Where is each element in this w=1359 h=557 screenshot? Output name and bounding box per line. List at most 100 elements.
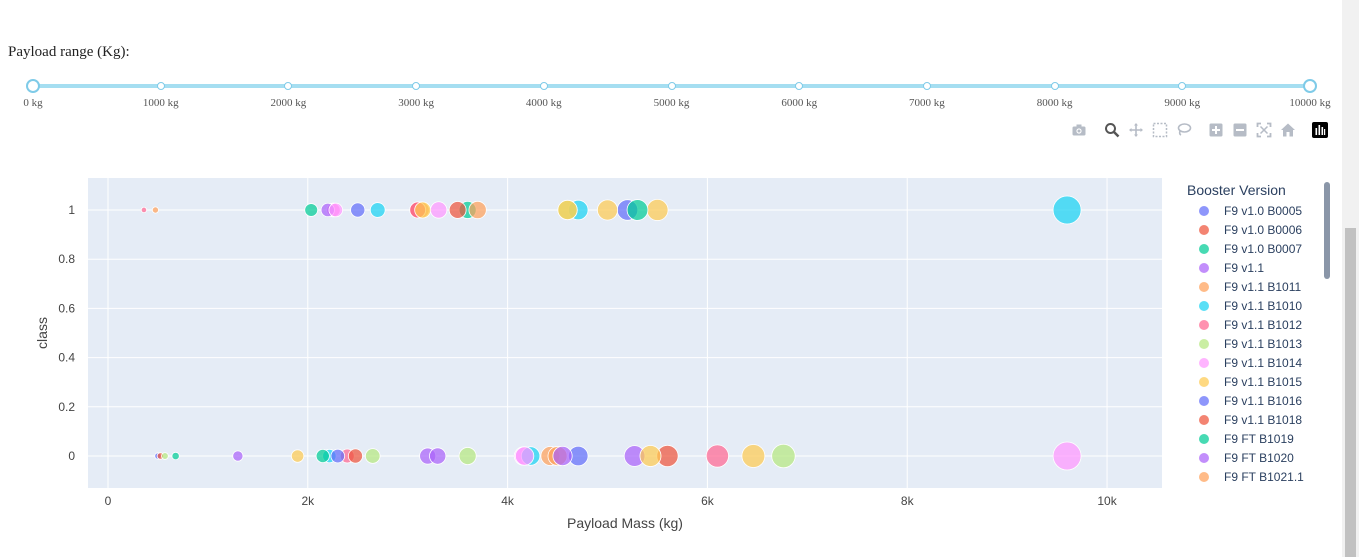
scatter-point[interactable] bbox=[315, 448, 330, 464]
scatter-point[interactable] bbox=[328, 202, 343, 218]
scatter-point[interactable] bbox=[232, 450, 244, 462]
scatter-point[interactable] bbox=[330, 448, 346, 464]
slider-mark-label: 6000 kg bbox=[781, 97, 818, 109]
scatter-point[interactable] bbox=[364, 448, 381, 464]
legend-label: F9 v1.0 B0007 bbox=[1224, 242, 1302, 256]
scatter-point[interactable] bbox=[350, 202, 366, 218]
legend-label: F9 v1.1 B1012 bbox=[1224, 318, 1302, 332]
scatter-point[interactable] bbox=[771, 443, 796, 469]
legend-item[interactable]: F9 FT B1020 bbox=[1199, 451, 1294, 465]
x-axis-title: Payload Mass (kg) bbox=[567, 515, 683, 531]
legend-item[interactable]: F9 v1.1 B1012 bbox=[1199, 318, 1302, 332]
scatter-point[interactable] bbox=[626, 199, 649, 221]
scatter-point[interactable] bbox=[161, 452, 169, 460]
scatter-point[interactable] bbox=[646, 198, 669, 221]
scatter-point[interactable] bbox=[468, 200, 487, 220]
zoom-icon[interactable] bbox=[1101, 119, 1123, 141]
scatter-point[interactable] bbox=[151, 206, 159, 214]
scatter-point[interactable] bbox=[741, 444, 766, 468]
legend-marker bbox=[1199, 225, 1209, 235]
scatter-point[interactable] bbox=[414, 201, 432, 219]
scatter-point[interactable] bbox=[304, 203, 319, 217]
autoscale-icon[interactable] bbox=[1253, 119, 1275, 141]
slider-step-dot[interactable] bbox=[284, 82, 293, 90]
legend-label: F9 FT B1021.1 bbox=[1224, 470, 1304, 484]
legend-label: F9 v1.1 B1014 bbox=[1224, 356, 1302, 370]
legend-label: F9 v1.0 B0006 bbox=[1224, 223, 1302, 237]
legend-item[interactable]: F9 v1.1 B1011 bbox=[1199, 280, 1301, 294]
scatter-point[interactable] bbox=[171, 451, 180, 461]
slider-step-dot[interactable] bbox=[539, 82, 548, 90]
scatter-point[interactable] bbox=[369, 202, 386, 218]
legend-scrollbar[interactable] bbox=[1324, 182, 1330, 279]
slider-mark-label: 0 kg bbox=[23, 97, 43, 109]
y-tick-label: 0 bbox=[68, 449, 75, 463]
slider-step-dot[interactable] bbox=[156, 82, 165, 90]
plot-area bbox=[88, 178, 1162, 488]
scatter-point[interactable] bbox=[458, 447, 477, 465]
slider-mark-label: 3000 kg bbox=[398, 97, 434, 109]
pan-icon[interactable] bbox=[1125, 119, 1147, 141]
slider-step-dot[interactable] bbox=[667, 82, 676, 90]
scatter-point[interactable] bbox=[597, 199, 619, 221]
legend-item[interactable]: F9 v1.0 B0007 bbox=[1199, 242, 1302, 256]
zoom-out-icon[interactable] bbox=[1229, 119, 1251, 141]
lasso-select-icon[interactable] bbox=[1173, 119, 1195, 141]
legend-label: F9 v1.1 B1016 bbox=[1224, 394, 1302, 408]
legend-marker bbox=[1199, 301, 1209, 311]
legend-label: F9 FT B1019 bbox=[1224, 432, 1294, 446]
legend-item[interactable]: F9 v1.1 B1018 bbox=[1199, 413, 1302, 427]
legend-marker bbox=[1199, 339, 1209, 349]
legend-title: Booster Version bbox=[1187, 182, 1286, 198]
scatter-point[interactable] bbox=[557, 199, 578, 221]
scatter-point[interactable] bbox=[448, 201, 467, 219]
scatter-point[interactable] bbox=[705, 444, 729, 468]
legend-item[interactable]: F9 v1.1 B1013 bbox=[1199, 337, 1302, 351]
x-tick-label: 2k bbox=[301, 494, 315, 508]
scatter-point[interactable] bbox=[140, 206, 148, 214]
camera-icon[interactable] bbox=[1068, 119, 1090, 141]
x-tick-label: 8k bbox=[901, 494, 915, 508]
box-select-icon[interactable] bbox=[1149, 119, 1171, 141]
reset-axes-icon[interactable] bbox=[1277, 119, 1299, 141]
legend-item[interactable]: F9 v1.1 B1010 bbox=[1199, 299, 1302, 313]
slider-step-dot[interactable] bbox=[1050, 82, 1059, 90]
legend-item[interactable]: F9 v1.0 B0005 bbox=[1199, 204, 1302, 218]
slider-step-dot[interactable] bbox=[1178, 82, 1187, 90]
slider-handle-min[interactable] bbox=[26, 79, 40, 93]
legend-label: F9 v1.1 bbox=[1224, 261, 1264, 275]
legend-item[interactable]: F9 v1.1 bbox=[1199, 261, 1264, 275]
legend-item[interactable]: F9 v1.0 B0006 bbox=[1199, 223, 1302, 237]
scatter-point[interactable] bbox=[290, 449, 305, 463]
slider-mark-label: 10000 kg bbox=[1289, 97, 1331, 109]
scatter-point[interactable] bbox=[514, 446, 535, 466]
y-tick-label: 0.6 bbox=[58, 301, 75, 315]
scatter-point[interactable] bbox=[552, 445, 573, 467]
scatter-point[interactable] bbox=[429, 447, 447, 465]
legend-item[interactable]: F9 v1.1 B1016 bbox=[1199, 394, 1302, 408]
legend-item[interactable]: F9 FT B1021.1 bbox=[1199, 470, 1304, 484]
payload-range-label: Payload range (Kg): bbox=[8, 44, 130, 60]
zoom-in-icon[interactable] bbox=[1205, 119, 1227, 141]
legend-marker bbox=[1199, 472, 1209, 482]
scatter-point[interactable] bbox=[639, 445, 662, 467]
x-tick-label: 6k bbox=[701, 494, 715, 508]
scatter-point[interactable] bbox=[347, 448, 363, 464]
slider-step-dot[interactable] bbox=[795, 82, 804, 90]
legend-marker bbox=[1199, 415, 1209, 425]
y-tick-label: 1 bbox=[68, 203, 75, 217]
slider-handle-max[interactable] bbox=[1303, 79, 1317, 93]
legend-item[interactable]: F9 v1.1 B1014 bbox=[1199, 356, 1302, 370]
slider-step-dot[interactable] bbox=[412, 82, 421, 90]
page-scrollbar-thumb[interactable] bbox=[1345, 228, 1356, 557]
scatter-point[interactable] bbox=[1052, 195, 1082, 225]
slider-step-dot[interactable] bbox=[922, 82, 931, 90]
scatter-point[interactable] bbox=[430, 201, 448, 219]
plotly-logo-icon[interactable] bbox=[1309, 119, 1331, 141]
legend-item[interactable]: F9 FT B1019 bbox=[1199, 432, 1294, 446]
legend-marker bbox=[1199, 206, 1209, 216]
legend-marker bbox=[1199, 453, 1209, 463]
scatter-point[interactable] bbox=[1052, 441, 1082, 471]
legend-item[interactable]: F9 v1.1 B1015 bbox=[1199, 375, 1302, 389]
